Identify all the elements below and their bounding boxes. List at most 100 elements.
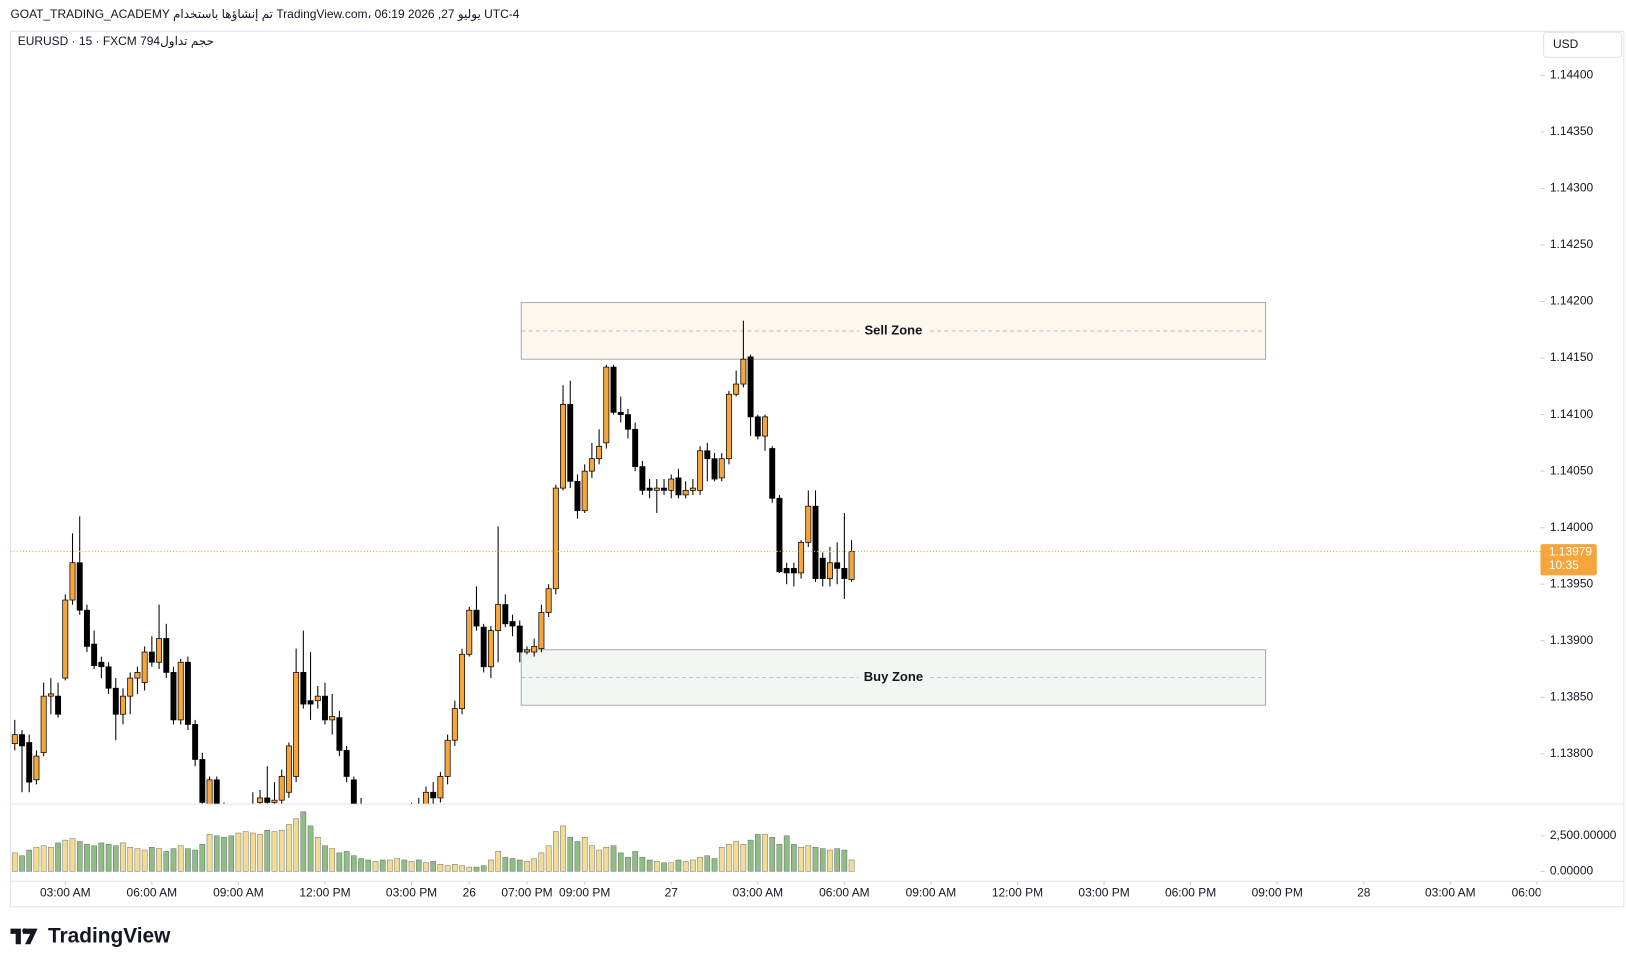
candle-body <box>704 450 711 460</box>
symbol-info: EURUSD · 15 · FXCM حجم تداول794 <box>18 34 214 49</box>
volume-bar <box>257 834 263 872</box>
candle-body <box>300 672 307 705</box>
price-axis: 1.13800 1.13850 1.13900 1.13950 1.14000 1.140… <box>1540 68 1617 877</box>
volume-bar <box>271 831 278 872</box>
volume-bar <box>307 825 314 872</box>
volume-bar <box>711 858 718 872</box>
candle-body <box>148 651 155 663</box>
x-tick-label: 28 <box>1357 885 1371 899</box>
volume-bar <box>322 845 328 872</box>
candle-body <box>675 477 682 496</box>
candle-body <box>841 568 848 579</box>
candle-body <box>725 393 732 460</box>
volume-bar <box>242 831 249 872</box>
candle-body <box>199 759 206 803</box>
volume-bar <box>55 842 61 872</box>
volume-bar <box>596 849 602 872</box>
candle-body <box>632 428 639 467</box>
volume-bar <box>206 834 213 872</box>
x-tick-label: 12:00 PM <box>992 885 1043 899</box>
volume-bar <box>834 848 840 872</box>
y-tick-label: 1.13950 <box>1550 576 1594 590</box>
x-tick-label: 09:00 PM <box>559 885 610 899</box>
candle-body <box>206 779 213 804</box>
candle-body <box>177 661 184 721</box>
volume-bar <box>91 845 97 872</box>
volume-bar <box>798 846 804 872</box>
candle-body <box>646 487 653 491</box>
x-tick-label: 26 <box>463 885 477 899</box>
volume-bar <box>11 852 18 872</box>
candle-body <box>293 672 300 777</box>
price-label: 1.13979 <box>1549 545 1593 559</box>
candle-body <box>271 799 278 803</box>
volume-bar <box>98 842 105 872</box>
candle-body <box>322 695 328 721</box>
volume-bar <box>120 842 126 872</box>
candle-body <box>754 416 761 437</box>
candle-body <box>473 609 480 627</box>
candle-body <box>26 742 33 783</box>
candle-body <box>812 505 819 579</box>
candle-body <box>762 416 768 437</box>
volume-bar <box>336 852 343 872</box>
x-tick-label: 03:00 AM <box>1425 885 1476 899</box>
candle-body <box>783 568 790 574</box>
candle-body <box>588 458 595 472</box>
volume-bar <box>718 846 725 872</box>
zone-label: Sell Zone <box>864 322 922 337</box>
y-tick-label: 1.13850 <box>1550 689 1594 703</box>
y-tick-label: 1.14000 <box>1550 520 1594 534</box>
y-tick-label: 1.14050 <box>1550 463 1594 477</box>
volume-bar <box>776 844 783 872</box>
volume-bar <box>286 824 292 872</box>
candle-body <box>740 358 747 385</box>
candle-body <box>285 745 292 793</box>
volume-bar <box>827 849 833 872</box>
volume-bar <box>48 846 54 872</box>
candle-body <box>83 609 90 647</box>
chart-frame <box>9 30 1625 908</box>
candle-body <box>624 414 631 430</box>
candle-body <box>69 562 76 601</box>
volume-bar <box>769 837 776 872</box>
volume-bar <box>293 818 299 872</box>
candle-body <box>610 366 617 413</box>
volume-bar <box>567 837 574 872</box>
candle-body <box>444 739 451 777</box>
candle-body <box>848 551 855 581</box>
candle-body <box>769 448 776 499</box>
volume-bar <box>177 845 184 872</box>
currency-box[interactable] <box>1543 31 1623 58</box>
volume-bar <box>423 862 429 872</box>
volume-bar <box>754 834 761 872</box>
volume-bar <box>394 858 400 872</box>
volume-bar <box>459 865 465 872</box>
candle-body <box>495 604 502 631</box>
volume-bar <box>105 844 112 872</box>
volume-bar <box>632 851 638 872</box>
candle-body <box>156 638 163 663</box>
volume-tick-label: 2,500.00000 <box>1550 828 1617 842</box>
volume-bar <box>682 861 689 872</box>
volume-bar <box>762 834 768 872</box>
volume-tick-label: 0.00000 <box>1550 863 1594 877</box>
candle-body <box>596 445 603 460</box>
zone-label-bg <box>858 667 929 685</box>
volume-bar <box>581 837 588 872</box>
candle-body <box>552 487 559 590</box>
volume-bar <box>156 848 162 872</box>
candle-body <box>697 450 704 491</box>
x-tick-label: 03:00 AM <box>40 885 91 899</box>
candle-body <box>350 779 357 804</box>
volume-bar <box>408 861 415 872</box>
candle-body <box>307 700 314 705</box>
volume-bar <box>690 859 696 872</box>
currency[interactable]: USD <box>1553 37 1579 51</box>
volume-pane <box>11 811 855 872</box>
candle-body <box>603 366 610 444</box>
candle-body <box>718 458 725 479</box>
volume-bar <box>848 859 855 872</box>
volume-bar <box>675 859 682 872</box>
